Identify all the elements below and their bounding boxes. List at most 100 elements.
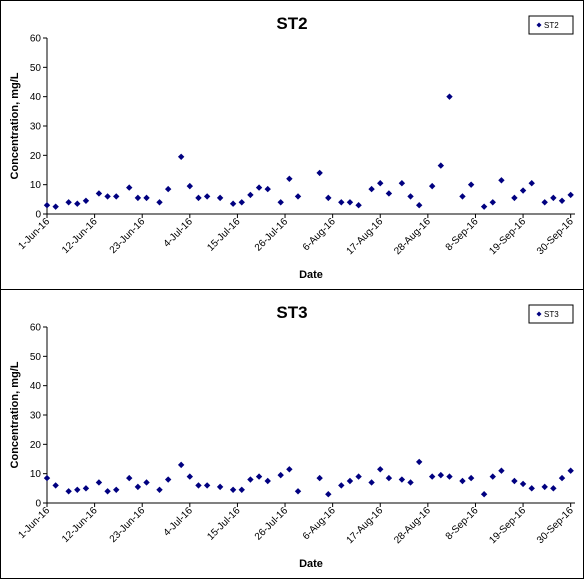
data-point-st2 <box>446 93 453 100</box>
x-tick-label: 15-Jul-16 <box>205 505 243 543</box>
data-point-st2 <box>143 194 150 202</box>
data-point-st2 <box>377 180 384 187</box>
x-tick-label: 12-Jun-16 <box>60 216 100 256</box>
legend-marker <box>536 22 542 28</box>
data-point-st3 <box>95 479 103 486</box>
data-point-st3 <box>143 479 150 486</box>
data-point-st2 <box>126 184 133 191</box>
x-tick-label: 6-Aug-16 <box>301 216 338 253</box>
x-axis-title: Date <box>299 558 323 570</box>
data-point-st3 <box>489 473 496 480</box>
data-point-st2 <box>164 185 172 193</box>
data-point-st3 <box>519 480 527 488</box>
data-point-st3 <box>195 482 202 489</box>
data-point-st2 <box>428 182 436 190</box>
data-point-st3 <box>437 471 445 479</box>
x-tick-label: 1-Jun-16 <box>16 216 52 252</box>
x-tick-label: 1-Jun-16 <box>16 505 52 541</box>
data-point-st3 <box>459 477 466 485</box>
x-tick-label: 12-Jun-16 <box>60 505 100 545</box>
data-point-st2 <box>104 193 111 200</box>
data-point-st3 <box>558 474 566 482</box>
data-point-st3 <box>43 474 51 482</box>
data-point-st3 <box>480 491 488 498</box>
x-tick-label: 26-Jul-16 <box>253 505 291 543</box>
data-point-st2 <box>82 197 90 204</box>
data-point-st2 <box>385 190 393 197</box>
y-tick-label: 0 <box>35 210 41 221</box>
data-point-st2 <box>203 193 211 200</box>
y-tick-label: 10 <box>30 180 42 191</box>
data-point-st3 <box>216 483 224 491</box>
data-point-st2 <box>316 169 323 177</box>
data-point-st3 <box>467 474 475 482</box>
data-point-st2 <box>398 180 406 187</box>
x-tick-label: 30-Sep-16 <box>535 216 576 257</box>
y-tick-label: 20 <box>30 440 42 451</box>
x-tick-label: 4-Jul-16 <box>162 216 196 250</box>
x-tick-label: 28-Aug-16 <box>392 216 433 257</box>
legend-box <box>528 15 574 35</box>
x-tick-label: 4-Jul-16 <box>162 505 196 539</box>
data-point-st3 <box>113 486 120 493</box>
data-point-st2 <box>247 191 254 199</box>
data-point-st2 <box>325 194 332 202</box>
data-point-st3 <box>346 477 354 485</box>
legend-box <box>528 304 574 324</box>
data-point-st2 <box>368 185 375 193</box>
data-point-st3 <box>446 473 453 480</box>
data-point-st3 <box>286 466 293 473</box>
x-tick-label: 26-Jul-16 <box>253 216 291 254</box>
y-tick-label: 50 <box>30 63 42 74</box>
data-point-st2 <box>480 203 488 210</box>
data-point-st2 <box>498 177 505 184</box>
legend-label: ST3 <box>544 310 559 319</box>
data-point-st2 <box>294 193 302 200</box>
chart-st3: ST3 Concentration, mg/L Date 0 10 20 30 40 50 60 1… <box>9 303 576 570</box>
y-tick-label: 40 <box>30 92 42 103</box>
data-point-st3 <box>126 474 133 482</box>
x-tick-label: 23-Jun-16 <box>108 216 148 256</box>
data-point-st2 <box>519 187 527 194</box>
x-tick-label: 19-Sep-16 <box>487 505 528 546</box>
data-point-st3 <box>567 467 574 474</box>
data-point-st3 <box>316 474 323 482</box>
chart-title: ST2 <box>276 14 307 33</box>
data-point-st2 <box>186 182 194 190</box>
data-point-st3 <box>264 477 271 485</box>
x-tick-label: 23-Jun-16 <box>108 505 148 545</box>
data-point-st3 <box>203 482 211 489</box>
data-point-st3 <box>74 486 81 493</box>
data-point-st3 <box>255 473 263 480</box>
data-point-st2 <box>528 180 535 187</box>
data-point-st3 <box>415 458 423 466</box>
data-point-st3 <box>498 467 505 474</box>
y-tick-label: 40 <box>30 381 42 392</box>
y-axis-title: Concentration, mg/L <box>9 72 21 179</box>
data-point-st3 <box>156 486 163 493</box>
chart-panel-st2: ST2 Concentration, mg/L Date 0 10 20 30 40 50 60 1… <box>0 0 584 290</box>
data-point-st3 <box>177 461 185 469</box>
data-point-st2 <box>95 190 103 197</box>
x-axis-title: Date <box>299 269 323 281</box>
data-point-st3 <box>355 473 362 480</box>
legend: ST3 <box>528 304 574 324</box>
data-point-st3 <box>277 471 284 479</box>
data-point-st3 <box>164 476 172 483</box>
data-point-st3 <box>407 479 414 486</box>
data-point-st2 <box>407 193 414 200</box>
x-tick-label: 17-Aug-16 <box>345 505 386 546</box>
data-point-st3 <box>82 485 90 492</box>
data-point-st2 <box>156 199 163 206</box>
data-point-st3 <box>368 479 375 486</box>
data-point-st2 <box>134 194 142 202</box>
x-tick-label: 15-Jul-16 <box>205 216 243 254</box>
chart-st2: ST2 Concentration, mg/L Date 0 10 20 30 40 50 60 1… <box>9 14 576 281</box>
data-point-st2 <box>489 199 496 206</box>
data-point-st2 <box>177 153 185 160</box>
data-point-st3 <box>377 466 384 473</box>
data-point-st2 <box>558 197 566 204</box>
data-point-st2 <box>74 200 81 207</box>
y-tick-label: 0 <box>35 499 41 510</box>
y-tick-label: 30 <box>30 122 42 133</box>
